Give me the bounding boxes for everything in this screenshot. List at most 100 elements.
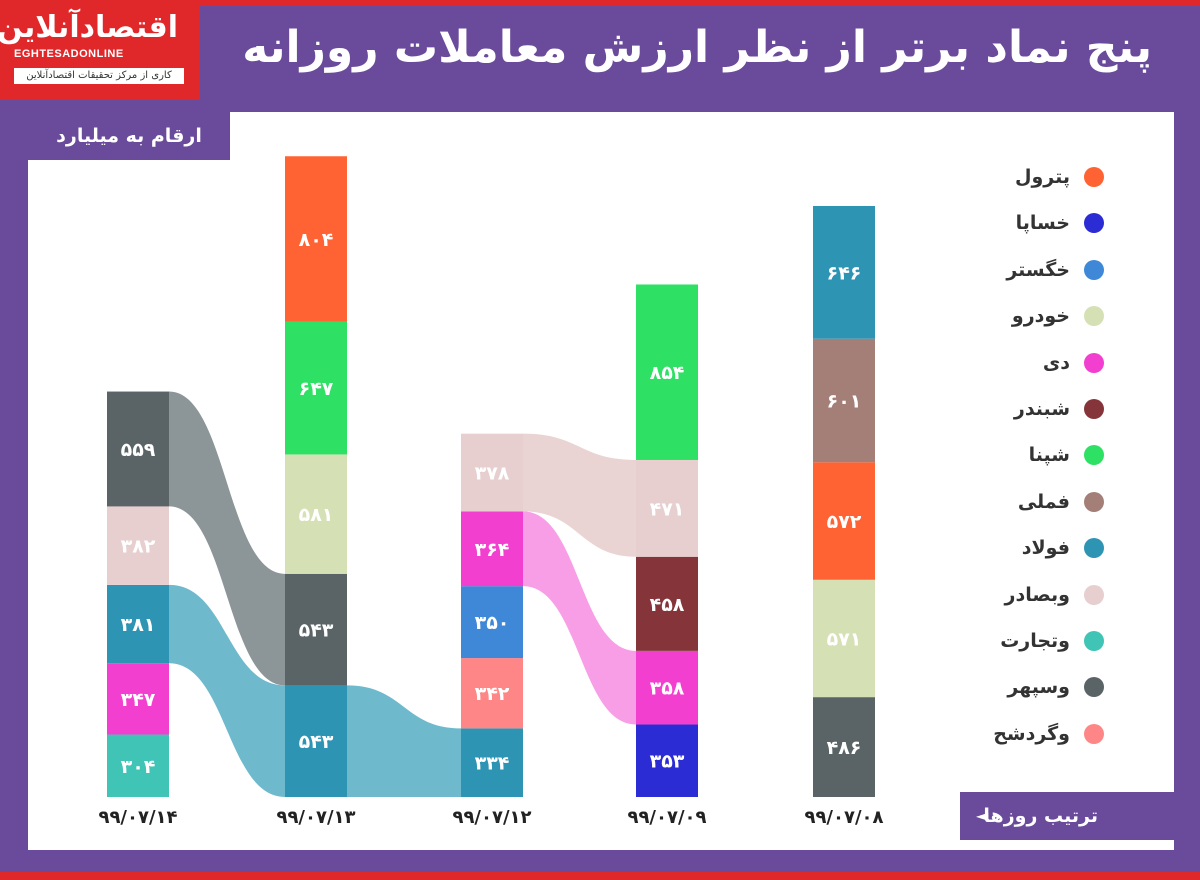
legend-swatch <box>1084 445 1104 466</box>
data-label: ۵۷۱ <box>827 628 862 650</box>
brand-logo: اقتصادآنلاین EGHTESADONLINE کاری از مرکز… <box>0 0 200 100</box>
data-label: ۳۵۳ <box>650 751 685 773</box>
chart-title: پنج نماد برتر از نظر ارزش معاملات روزانه <box>242 22 1152 73</box>
day-stack: ۴۸۶ ۵۷۱ ۵۷۲ ۶۰۱ ۶۴۶ <box>813 205 875 797</box>
legend-item: وتجارت <box>1000 626 1104 656</box>
bar-segment <box>636 459 698 557</box>
flow-link <box>347 685 461 797</box>
flow-link <box>169 584 285 797</box>
bar-segment <box>813 697 875 797</box>
data-label: ۳۵۸ <box>650 678 685 700</box>
legend-swatch <box>1084 491 1104 512</box>
data-label: ۳۷۸ <box>475 463 510 485</box>
legend-item: وگردشح <box>993 719 1104 749</box>
legend-swatch <box>1084 259 1104 280</box>
bar-segment <box>107 584 169 664</box>
data-label: ۵۵۹ <box>121 439 156 461</box>
bar-segment <box>461 511 523 587</box>
legend-swatch <box>1084 352 1104 373</box>
logo-brand-latin: EGHTESADONLINE <box>14 48 124 60</box>
legend-swatch <box>1084 213 1104 234</box>
data-label: ۳۶۴ <box>475 539 510 561</box>
bar-segment <box>107 391 169 507</box>
legend-item: شبندر <box>1013 394 1104 424</box>
legend-swatch <box>1084 167 1104 187</box>
bar-segment <box>107 506 169 585</box>
legend-item: خساپا <box>1016 208 1104 238</box>
legend-swatch <box>1084 723 1104 744</box>
data-label: ۳۳۴ <box>475 753 510 775</box>
legend-label: فملی <box>1017 490 1070 513</box>
legend-item: خگستر <box>1006 255 1104 285</box>
day-order-text: ترتیب روزها <box>983 805 1098 827</box>
legend-item: فملی <box>1017 487 1104 517</box>
day-stack: ۳۳۴ ۳۴۲ ۳۵۰ ۳۶۴ ۳۷۸ <box>461 433 523 797</box>
legend-label: وتجارت <box>1000 630 1070 652</box>
logo-tagline: کاری از مرکز تحقیقات اقتصادآنلاین <box>14 68 184 84</box>
legend-item: دی <box>1042 348 1104 378</box>
data-label: ۳۴۷ <box>121 689 156 711</box>
data-label: ۵۷۲ <box>827 511 862 533</box>
legend-label: وسپهر <box>1007 676 1070 699</box>
data-label: ۳۴۲ <box>475 683 510 705</box>
legend-item: خودرو <box>1011 301 1104 331</box>
top-accent-strip <box>0 0 1200 6</box>
data-label: ۵۴۳ <box>299 620 334 642</box>
bar-segment <box>461 433 523 512</box>
bar-segment <box>636 284 698 460</box>
data-label: ۵۴۳ <box>299 731 334 753</box>
bar-segment <box>813 205 875 339</box>
bar-segment <box>461 658 523 729</box>
data-label: ۵۸۱ <box>299 504 334 526</box>
legend-item: وسپهر <box>1007 672 1104 702</box>
legend-item: وبصادر <box>1005 580 1104 610</box>
data-label: ۴۵۸ <box>650 594 685 616</box>
legend-label: شبندر <box>1013 398 1070 420</box>
bar-segment <box>461 728 523 797</box>
bar-segment <box>285 454 347 574</box>
data-label: ۳۰۴ <box>121 756 156 778</box>
data-label: ۶۴۷ <box>299 378 334 400</box>
data-label: ۳۸۱ <box>121 614 156 636</box>
legend-label: شپنا <box>1028 444 1070 467</box>
x-tick-label: ۹۹/۰۷/۱۲ <box>452 807 531 828</box>
legend-swatch <box>1084 631 1104 651</box>
data-label: ۶۴۶ <box>827 262 862 284</box>
x-tick-label: ۹۹/۰۷/۰۹ <box>627 807 706 828</box>
legend-label: فولاد <box>1021 537 1070 560</box>
bar-segment <box>285 321 347 455</box>
legend-label: دی <box>1042 351 1070 374</box>
bar-segment <box>813 338 875 463</box>
legend-label: وگردشح <box>993 722 1070 745</box>
legend-item: فولاد <box>1021 533 1104 563</box>
bottom-accent-strip <box>0 872 1200 880</box>
bar-segment <box>636 724 698 797</box>
legend-label: خودرو <box>1011 305 1070 328</box>
data-label: ۴۷۱ <box>650 498 685 520</box>
data-label: ۳۵۰ <box>475 612 510 634</box>
legend-swatch <box>1084 538 1104 559</box>
x-tick-label: ۹۹/۰۷/۰۸ <box>804 807 883 828</box>
legend-swatch <box>1084 584 1104 605</box>
arrow-left-icon: ◄ <box>976 806 989 825</box>
data-label: ۴۸۶ <box>827 737 862 759</box>
bar-segment <box>285 685 347 797</box>
data-label: ۳۸۲ <box>121 536 156 558</box>
legend-item: پترول <box>1014 162 1104 192</box>
bar-segment <box>813 579 875 698</box>
day-stack: ۳۵۳ ۳۵۸ ۴۵۸ ۴۷۱ ۸۵۴ <box>636 284 698 797</box>
day-order-label: ترتیب روزها ◄ <box>960 792 1174 840</box>
bar-segment <box>107 663 169 735</box>
data-label: ۶۰۱ <box>827 390 862 412</box>
data-label: ۸۵۴ <box>650 362 685 384</box>
bar-segment <box>461 586 523 659</box>
x-tick-label: ۹۹/۰۷/۱۳ <box>276 807 355 828</box>
flow-link <box>169 391 285 686</box>
logo-brand-name: اقتصادآنلاین <box>0 10 178 45</box>
legend-label: پترول <box>1014 166 1070 188</box>
bar-segment <box>636 556 698 651</box>
flow-link <box>523 511 636 725</box>
bar-segment <box>285 156 347 322</box>
flow-link <box>523 433 636 557</box>
